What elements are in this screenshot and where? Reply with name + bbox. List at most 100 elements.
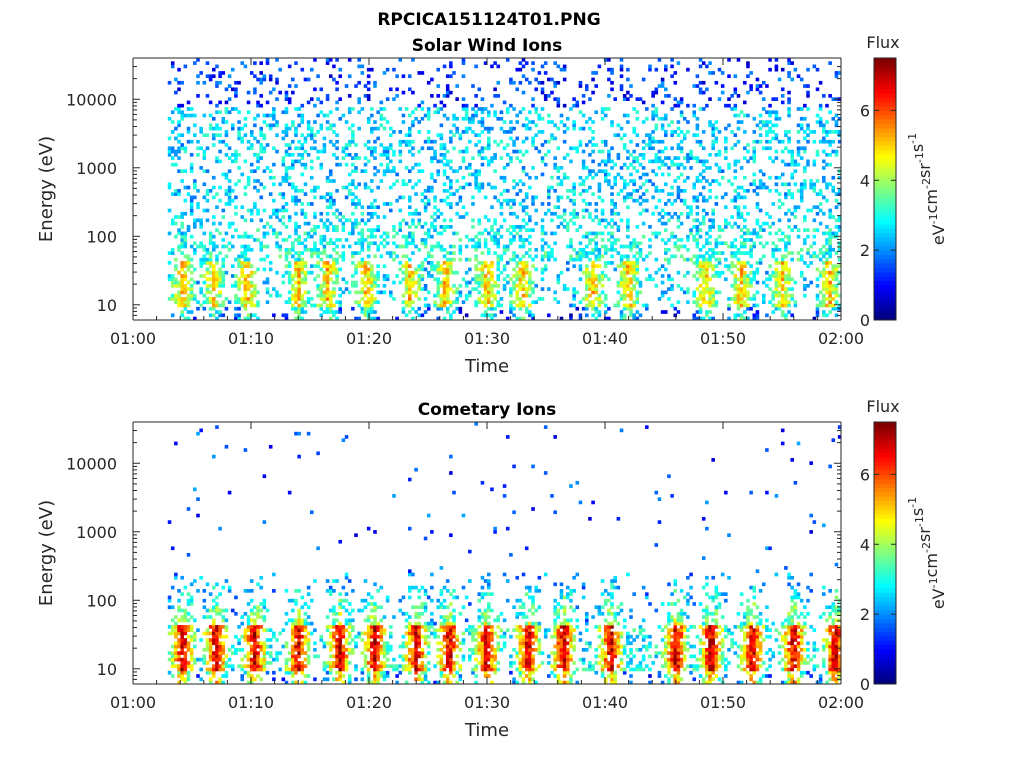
heatmap-cell	[341, 251, 346, 255]
heatmap-cell	[262, 136, 267, 141]
heatmap-cell	[556, 169, 561, 174]
heatmap-cell	[246, 139, 251, 144]
heatmap-cell	[180, 264, 184, 268]
heatmap-cell	[701, 264, 706, 268]
heatmap-cell	[664, 87, 668, 92]
heatmap-cell	[414, 270, 418, 275]
heatmap-cell	[180, 670, 184, 675]
heatmap-cell	[344, 146, 349, 151]
heatmap-cell	[720, 228, 725, 232]
colorbar-tick-label: 6	[860, 101, 870, 120]
heatmap-cell	[363, 143, 368, 147]
heatmap-cell	[828, 208, 832, 213]
heatmap-cell	[360, 277, 365, 282]
heatmap-cell	[360, 241, 365, 246]
heatmap-cell	[512, 185, 516, 190]
heatmap-cell	[313, 146, 317, 151]
heatmap-cell	[281, 136, 286, 141]
heatmap-cell	[597, 297, 602, 301]
heatmap-cell	[724, 277, 728, 282]
heatmap-cell	[268, 74, 273, 79]
heatmap-cell	[483, 228, 488, 232]
heatmap-cell	[834, 270, 839, 275]
heatmap-cell	[714, 264, 719, 268]
heatmap-cell	[170, 280, 175, 285]
heatmap-cell	[167, 595, 172, 600]
heatmap-cell	[471, 120, 475, 124]
heatmap-cell	[673, 198, 678, 203]
heatmap-cell	[572, 185, 576, 190]
heatmap-cell	[727, 306, 731, 311]
heatmap-cell	[167, 520, 172, 524]
heatmap-cell	[480, 313, 485, 318]
heatmap-cell	[272, 146, 276, 151]
heatmap-cell	[787, 287, 791, 291]
heatmap-cell	[382, 71, 387, 75]
heatmap-cell	[689, 228, 693, 232]
heatmap-cell	[246, 146, 251, 151]
heatmap-cell	[641, 303, 646, 308]
heatmap-cell	[265, 290, 270, 295]
heatmap-cell	[743, 205, 747, 210]
heatmap-cell	[622, 244, 627, 249]
x-tick-label: 01:10	[228, 329, 274, 348]
heatmap-cell	[664, 182, 668, 187]
heatmap-cell	[752, 116, 757, 121]
heatmap-cell	[575, 251, 580, 255]
heatmap-cell	[619, 58, 624, 62]
heatmap-cell	[597, 251, 602, 255]
heatmap-cell	[777, 270, 782, 275]
heatmap-cell	[733, 133, 738, 137]
heatmap-cell	[313, 241, 317, 246]
heatmap-cell	[407, 280, 412, 285]
heatmap-cell	[328, 264, 333, 268]
heatmap-cell	[458, 306, 463, 311]
heatmap-cell	[468, 120, 472, 124]
heatmap-cell	[218, 80, 222, 85]
heatmap-cell	[594, 202, 599, 206]
heatmap-cell	[433, 179, 437, 183]
heatmap-cell	[474, 254, 478, 259]
heatmap-cell	[221, 238, 226, 242]
heatmap-cell	[730, 215, 734, 219]
heatmap-cell	[654, 257, 659, 262]
heatmap-cell	[205, 300, 210, 305]
heatmap-cell	[180, 110, 184, 115]
heatmap-cell	[240, 303, 245, 308]
heatmap-cell	[632, 159, 636, 164]
heatmap-cell	[825, 185, 829, 190]
heatmap-cell	[777, 300, 782, 305]
heatmap-cell	[291, 287, 295, 291]
heatmap-cell	[518, 261, 523, 265]
heatmap-cell	[512, 202, 516, 206]
heatmap-cell	[417, 103, 422, 108]
heatmap-cell	[607, 77, 611, 82]
heatmap-cell	[739, 211, 744, 216]
heatmap-cell	[635, 297, 640, 301]
heatmap-cell	[180, 169, 184, 174]
heatmap-cell	[806, 247, 810, 252]
heatmap-cell	[809, 261, 813, 265]
heatmap-cell	[708, 182, 712, 187]
heatmap-cell	[338, 267, 343, 272]
heatmap-cell	[471, 84, 475, 88]
heatmap-cell	[790, 257, 794, 262]
heatmap-cell	[316, 287, 320, 291]
heatmap-cell	[449, 136, 453, 141]
heatmap-cell	[344, 84, 349, 88]
heatmap-cell	[310, 251, 314, 255]
heatmap-cell	[632, 287, 636, 291]
heatmap-cell	[660, 149, 665, 154]
heatmap-cell	[385, 149, 390, 154]
heatmap-cell	[256, 267, 260, 272]
heatmap-cell	[588, 202, 592, 206]
heatmap-cell	[442, 182, 447, 187]
heatmap-cell	[297, 277, 301, 282]
heatmap-cell	[790, 156, 794, 160]
heatmap-cell	[186, 670, 191, 675]
heatmap-cell	[313, 211, 317, 216]
heatmap-cell	[638, 254, 643, 259]
heatmap-cell	[698, 228, 703, 232]
heatmap-cell	[812, 162, 817, 167]
heatmap-cell	[543, 211, 548, 216]
